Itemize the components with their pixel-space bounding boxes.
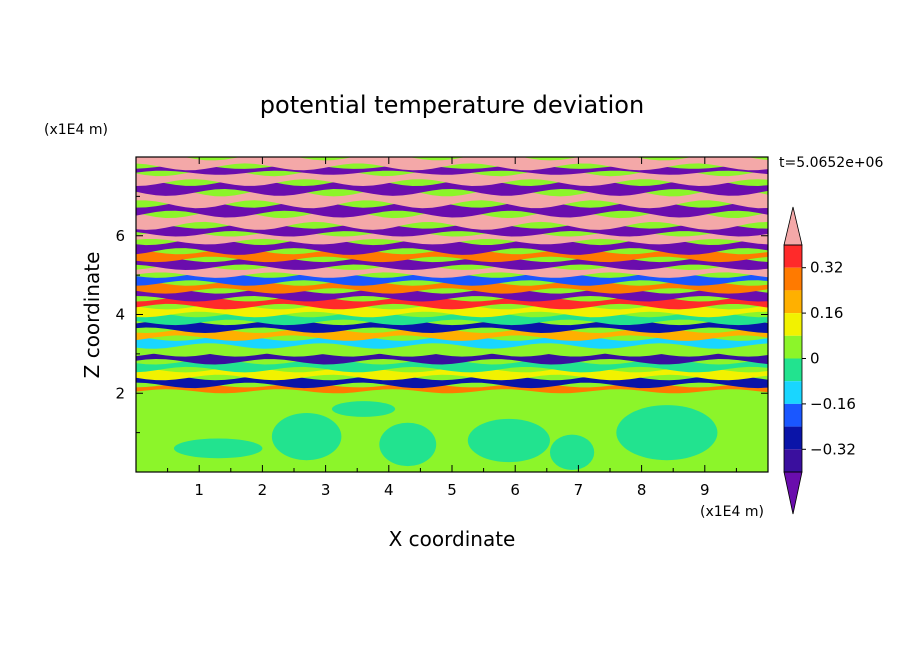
colorbar-band bbox=[784, 358, 802, 382]
colorbar-band bbox=[784, 245, 802, 268]
contour-patch bbox=[173, 438, 263, 459]
contour-layer bbox=[136, 366, 768, 381]
colorbar-tick-label: −0.16 bbox=[810, 395, 856, 413]
y-axis-label: Z coordinate bbox=[80, 252, 104, 379]
x-tick-label: 1 bbox=[194, 481, 204, 499]
colorbar-band bbox=[784, 403, 802, 427]
contour-patch bbox=[616, 405, 718, 461]
contour-layer bbox=[136, 238, 768, 255]
contour-patch bbox=[331, 401, 396, 417]
contour-layer bbox=[136, 303, 768, 318]
x-tick-label: 3 bbox=[321, 481, 331, 499]
contour-patch bbox=[549, 434, 595, 471]
x-axis-label: X coordinate bbox=[389, 527, 516, 551]
y-tick-label: 6 bbox=[115, 227, 125, 245]
contour-layer bbox=[136, 169, 768, 186]
colorbar-band bbox=[784, 313, 802, 336]
colorbar-tick-label: −0.32 bbox=[810, 440, 856, 458]
colorbar-band bbox=[784, 335, 802, 359]
contour-layer bbox=[136, 359, 768, 373]
colorbar-band bbox=[784, 267, 802, 291]
colorbar-tick-label: 0 bbox=[810, 350, 820, 368]
x-tick-label: 8 bbox=[637, 481, 647, 499]
colorbar-extend-bottom bbox=[783, 471, 803, 515]
contour-layer bbox=[136, 335, 768, 349]
contour-layer bbox=[136, 210, 768, 230]
contour-layer bbox=[136, 248, 768, 263]
chart-title: potential temperature deviation bbox=[260, 91, 644, 119]
x-tick-label: 6 bbox=[510, 481, 520, 499]
colorbar-tick-label: 0.32 bbox=[810, 259, 843, 277]
colorbar-tick-label: 0.16 bbox=[810, 304, 843, 322]
colorbar-band bbox=[784, 449, 802, 472]
colorbar-band bbox=[784, 381, 802, 404]
y-unit-label: (x1E4 m) bbox=[44, 122, 108, 138]
contour-patch bbox=[379, 422, 437, 467]
colorbar-band bbox=[784, 426, 802, 450]
x-unit-label: (x1E4 m) bbox=[700, 504, 764, 520]
contour-patch bbox=[271, 412, 342, 461]
contour-patch bbox=[467, 418, 550, 463]
y-tick-label: 2 bbox=[115, 384, 125, 402]
contour-layer bbox=[136, 272, 768, 286]
colorbar-band bbox=[784, 290, 802, 314]
plot-area bbox=[136, 157, 768, 472]
time-label: t=5.0652e+06 bbox=[779, 155, 883, 171]
y-tick-label: 4 bbox=[115, 306, 125, 324]
y-axis-ticks: 2 4 6 bbox=[115, 195, 768, 434]
x-tick-label: 5 bbox=[447, 481, 457, 499]
x-tick-label: 4 bbox=[384, 481, 394, 499]
x-tick-label: 7 bbox=[574, 481, 584, 499]
x-tick-label: 2 bbox=[258, 481, 268, 499]
colorbar: 0.32 0.16 0 −0.16 −0.32 bbox=[783, 206, 856, 515]
x-axis-ticks: 1 2 3 4 5 6 7 8 9 bbox=[167, 157, 737, 499]
x-tick-label: 9 bbox=[700, 481, 710, 499]
colorbar-extend-top bbox=[783, 206, 803, 246]
